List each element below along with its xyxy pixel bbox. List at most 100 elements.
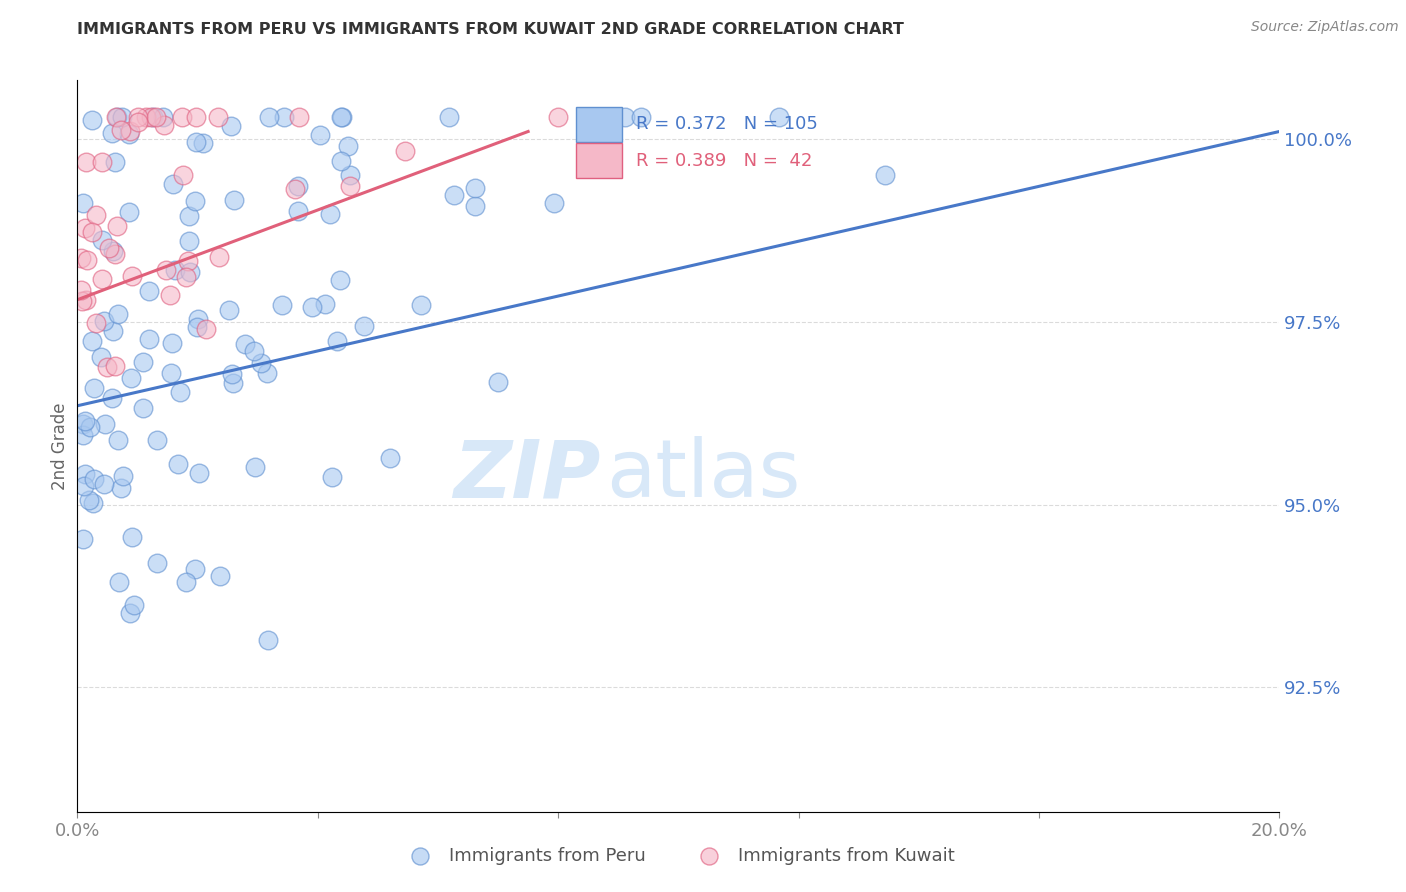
Point xyxy=(224,193,246,207)
Point xyxy=(184,135,207,149)
Point xyxy=(91,233,114,247)
Point xyxy=(172,168,194,182)
Point xyxy=(120,606,142,620)
Point xyxy=(76,253,98,268)
Point xyxy=(283,182,305,196)
Point xyxy=(73,467,96,481)
Point xyxy=(121,530,143,544)
Point xyxy=(83,472,105,486)
Point xyxy=(243,344,266,359)
Point xyxy=(142,110,165,124)
Point xyxy=(75,155,97,169)
Point xyxy=(72,533,94,547)
Point xyxy=(184,194,207,209)
Point xyxy=(243,459,266,474)
Point xyxy=(86,208,108,222)
Point xyxy=(187,466,209,480)
Point xyxy=(174,270,197,285)
Point xyxy=(122,598,145,612)
Point xyxy=(378,450,401,465)
Point xyxy=(103,247,125,261)
Point xyxy=(110,122,132,136)
FancyBboxPatch shape xyxy=(576,144,621,178)
Point xyxy=(257,110,280,124)
Text: atlas: atlas xyxy=(606,436,800,515)
Point xyxy=(329,273,352,287)
Point xyxy=(194,322,217,336)
Point xyxy=(82,496,104,510)
Point xyxy=(287,204,309,219)
Point xyxy=(80,225,103,239)
Point xyxy=(93,314,115,328)
Point xyxy=(308,128,330,143)
Point xyxy=(337,138,360,153)
Point xyxy=(93,476,115,491)
Point xyxy=(132,355,155,369)
Point xyxy=(111,110,134,124)
Point xyxy=(256,366,278,380)
Point xyxy=(84,316,107,330)
Point xyxy=(91,271,114,285)
Point xyxy=(132,401,155,415)
Point xyxy=(186,110,208,124)
Point xyxy=(72,196,94,211)
FancyBboxPatch shape xyxy=(576,107,621,142)
Point xyxy=(70,294,93,309)
Point xyxy=(75,293,97,307)
Point xyxy=(411,298,433,312)
Point xyxy=(145,110,167,124)
Point xyxy=(256,633,278,648)
Point xyxy=(183,562,205,576)
Point xyxy=(221,368,243,382)
Point xyxy=(155,263,177,277)
Point xyxy=(250,356,273,370)
Point xyxy=(339,168,361,182)
Point xyxy=(104,110,127,124)
Point xyxy=(101,391,124,405)
Point xyxy=(314,297,336,311)
Point xyxy=(187,312,209,326)
Point xyxy=(145,557,167,571)
Point xyxy=(219,119,242,133)
Point xyxy=(326,334,349,348)
Point xyxy=(176,574,198,589)
Point xyxy=(191,136,214,151)
Point xyxy=(169,384,191,399)
Point xyxy=(222,376,245,390)
Point xyxy=(127,115,149,129)
Point xyxy=(160,367,183,381)
Point xyxy=(273,110,295,124)
Point xyxy=(162,177,184,191)
Point xyxy=(179,265,201,279)
Point xyxy=(443,188,465,202)
Point xyxy=(138,332,160,346)
Point xyxy=(118,204,141,219)
Point xyxy=(70,251,93,265)
Point xyxy=(82,112,104,127)
Text: ZIP: ZIP xyxy=(453,436,600,515)
Point xyxy=(153,118,176,132)
Point xyxy=(177,234,200,248)
Point xyxy=(104,155,127,169)
Point xyxy=(321,470,343,484)
Point xyxy=(177,253,200,268)
Point xyxy=(209,569,232,583)
Point xyxy=(75,221,97,235)
Point xyxy=(170,110,193,124)
Point xyxy=(768,110,790,124)
Point xyxy=(329,110,352,124)
Point xyxy=(118,127,141,141)
Legend: Immigrants from Peru, Immigrants from Kuwait: Immigrants from Peru, Immigrants from Ku… xyxy=(395,839,962,872)
Point xyxy=(152,110,174,124)
Point xyxy=(287,179,309,194)
Point xyxy=(118,124,141,138)
Point xyxy=(339,178,361,193)
Point xyxy=(353,318,375,333)
Point xyxy=(100,126,122,140)
Point xyxy=(207,110,229,124)
Point xyxy=(329,153,352,168)
Point xyxy=(464,181,486,195)
Point xyxy=(138,284,160,298)
Point xyxy=(159,288,181,302)
Point xyxy=(98,241,121,255)
